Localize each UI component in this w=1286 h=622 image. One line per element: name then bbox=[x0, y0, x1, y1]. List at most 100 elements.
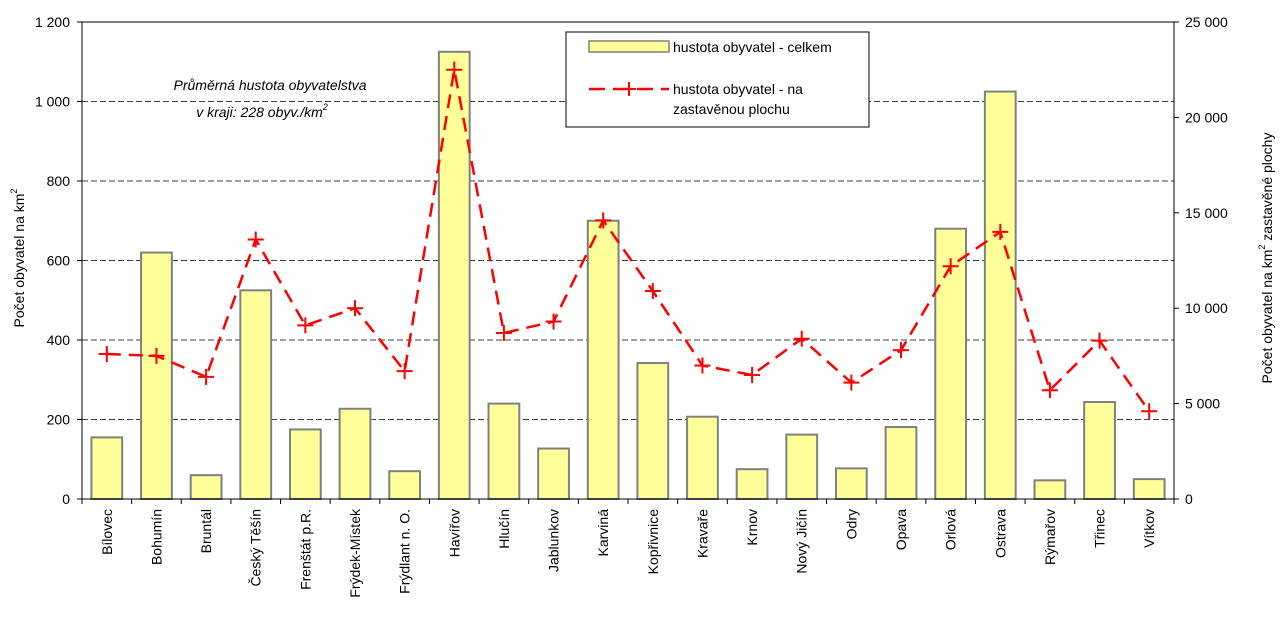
line-point-marker bbox=[98, 345, 115, 362]
bar bbox=[785, 433, 819, 501]
line-point-marker bbox=[843, 374, 860, 391]
line-point-marker bbox=[545, 313, 562, 330]
x-tick-label: Havířov bbox=[446, 509, 462, 557]
y-axis-left-title: Počet obyvatel na km2 bbox=[9, 189, 27, 328]
line-point-marker bbox=[644, 283, 661, 300]
annotation-superscript: 2 bbox=[322, 102, 328, 112]
bar bbox=[487, 402, 521, 501]
y-right-tick-label: 5 000 bbox=[1185, 396, 1220, 412]
y-left-tick-label: 600 bbox=[47, 253, 71, 269]
legend-label-bar: hustota obyvatel - celkem bbox=[673, 39, 832, 55]
y-right-tick-label: 20 000 bbox=[1185, 109, 1228, 125]
axes bbox=[77, 21, 1179, 504]
x-tick-label: Odry bbox=[843, 509, 859, 539]
y-left-tick-label: 0 bbox=[62, 491, 70, 507]
x-tick-label: Opava bbox=[893, 509, 909, 550]
bar bbox=[388, 470, 422, 500]
y-axis-right-title-text: Počet obyvatel na km bbox=[1259, 250, 1275, 384]
line-point-marker bbox=[297, 317, 314, 334]
bar bbox=[834, 467, 868, 500]
y-axis-right-title-tail: zastavěné plochy bbox=[1259, 133, 1275, 245]
line-point-marker bbox=[347, 300, 363, 317]
line-point-marker bbox=[1141, 403, 1158, 420]
y-right-tick-label: 10 000 bbox=[1185, 300, 1228, 316]
line-series bbox=[98, 61, 1158, 420]
line-point-marker bbox=[446, 61, 463, 78]
line-point-marker bbox=[1091, 332, 1108, 349]
x-tick-label: Frýdek-Místek bbox=[347, 508, 363, 598]
bar bbox=[884, 426, 918, 500]
x-tick-label: Rýmařov bbox=[1042, 509, 1058, 565]
legend-label-line-1: hustota obyvatel - na bbox=[673, 81, 803, 97]
bar bbox=[686, 415, 719, 500]
x-tick-label: Bruntál bbox=[198, 509, 214, 553]
legend-label-line-2: zastavěnou plochu bbox=[673, 101, 790, 117]
x-tick-label: Kravaře bbox=[694, 509, 710, 558]
line-point-marker bbox=[198, 368, 215, 385]
series-line bbox=[106, 69, 1151, 412]
bar bbox=[239, 289, 273, 500]
y-left-tick-label: 200 bbox=[47, 412, 71, 428]
y-left-tick-label: 400 bbox=[47, 332, 71, 348]
bar bbox=[735, 468, 769, 500]
line-point-marker bbox=[744, 366, 761, 383]
bar bbox=[140, 251, 173, 500]
line-point-marker bbox=[694, 357, 711, 374]
x-tick-label: Hlučín bbox=[496, 509, 512, 549]
line-point-marker bbox=[148, 347, 165, 364]
line-point-marker bbox=[893, 342, 909, 359]
x-tick-label: Orlová bbox=[943, 509, 959, 550]
line-point-marker bbox=[396, 363, 413, 380]
annotation-line-1: Průměrná hustota obyvatelstva bbox=[174, 77, 367, 93]
y-right-tick-label: 15 000 bbox=[1185, 205, 1228, 221]
bar bbox=[288, 428, 322, 500]
annotation-line-2: v kraji: 228 obyv./km2 bbox=[196, 102, 328, 120]
line-point-marker bbox=[1041, 382, 1058, 399]
x-tick-label: Jablunkov bbox=[546, 509, 562, 572]
bar bbox=[1033, 479, 1067, 501]
bar bbox=[983, 90, 1017, 500]
bar bbox=[338, 407, 372, 500]
annotation-line-2-text: v kraji: 228 obyv./km bbox=[196, 104, 323, 120]
y-left-tick-label: 800 bbox=[47, 173, 71, 189]
x-tick-label: Kopřivnice bbox=[645, 509, 661, 575]
legend: hustota obyvatel - celkem hustota obyvat… bbox=[565, 31, 870, 128]
y-axis-right-title-sup: 2 bbox=[1257, 245, 1267, 250]
bar bbox=[537, 447, 570, 500]
legend-swatch-bar bbox=[588, 40, 670, 53]
bar bbox=[437, 50, 471, 500]
bar bbox=[636, 362, 670, 500]
x-tick-label: Frenštát p.R. bbox=[297, 509, 313, 590]
y-axis-right-title: Počet obyvatel na km2 zastavěné plochy bbox=[1257, 133, 1275, 384]
y-left-tick-label: 1 000 bbox=[35, 94, 70, 110]
bar bbox=[586, 219, 620, 500]
bar bbox=[189, 474, 223, 500]
y-right-tick-label: 25 000 bbox=[1185, 14, 1228, 30]
line-point-marker bbox=[495, 325, 512, 342]
x-tick-label: Ostrava bbox=[992, 509, 1008, 558]
bar-series bbox=[90, 50, 1166, 501]
x-tick-label: Vítkov bbox=[1141, 509, 1157, 548]
bar bbox=[1083, 401, 1116, 501]
x-tick-label: Frýdlant n. O. bbox=[397, 509, 413, 594]
x-tick-label: Třinec bbox=[1092, 509, 1108, 548]
x-tick-label: Karviná bbox=[595, 509, 611, 557]
x-tick-label: Bohumín bbox=[148, 509, 164, 565]
x-tick-label: Bílovec bbox=[99, 509, 115, 555]
bar bbox=[90, 436, 124, 501]
x-tick-label: Nový Jičín bbox=[794, 509, 810, 574]
line-point-marker bbox=[595, 212, 612, 229]
legend-swatch-marker bbox=[622, 82, 636, 96]
line-point-marker bbox=[793, 330, 810, 347]
y-left-tick-label: 1 200 bbox=[35, 14, 70, 30]
bar bbox=[1132, 478, 1166, 500]
line-point-marker bbox=[942, 258, 959, 275]
line-point-marker bbox=[247, 231, 264, 248]
y-right-tick-label: 0 bbox=[1185, 491, 1193, 507]
y-axis-left-title-text: Počet obyvatel na km bbox=[11, 194, 27, 328]
x-tick-label: Český Těšín bbox=[248, 509, 264, 587]
axis-labels: 0 200 400 600 800 1 000 1 200 0 5 000 10 000 15 00… bbox=[35, 14, 1228, 598]
y-axis-left-title-sup: 2 bbox=[9, 189, 19, 194]
